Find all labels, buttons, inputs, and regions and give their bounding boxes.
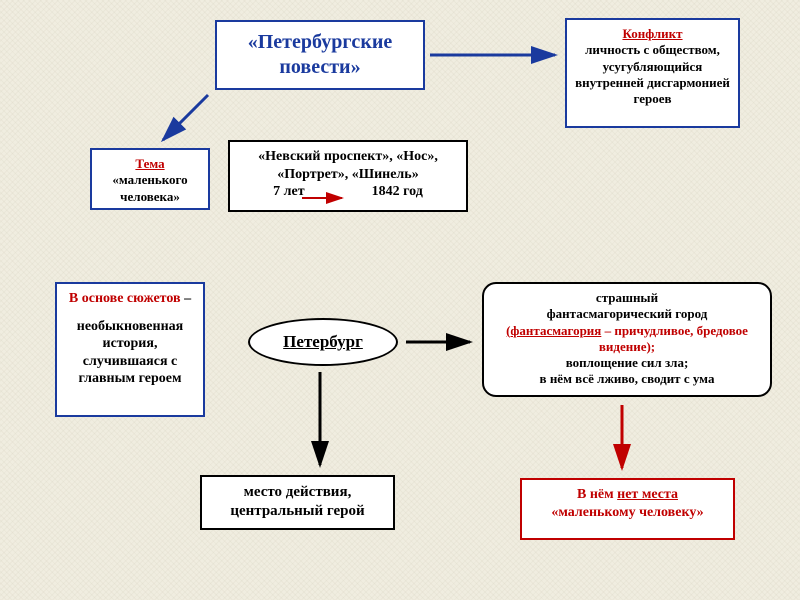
main-title-box: «Петербургские повести»	[215, 20, 425, 90]
city-l3: (фантасмагория – причудливое, бредовое в…	[492, 323, 762, 356]
plot-dash: –	[181, 291, 192, 306]
city-l3a: (фантасмагория	[506, 323, 601, 338]
tema-box: Тема «маленького человека»	[90, 148, 210, 210]
works-l3: 7 лет 1842 год	[238, 183, 458, 201]
plot-box: В основе сюжетов – необыкновенная истори…	[55, 282, 205, 417]
petersburg-oval: Петербург	[248, 318, 398, 366]
place-l1: место действия,	[210, 483, 385, 502]
works-year-1842: 1842 год	[372, 184, 423, 199]
tema-body: «маленького человека»	[100, 172, 200, 205]
main-title-text: «Петербургские повести»	[225, 30, 415, 80]
works-l2: «Портрет», «Шинель»	[238, 166, 458, 184]
place-l2: центральный герой	[210, 502, 385, 521]
place-box: место действия, центральный герой	[200, 475, 395, 530]
noplace-l1b: нет места	[617, 487, 678, 502]
plot-body: необыкновенная история, случившаяся с гл…	[65, 318, 195, 388]
noplace-l2: «маленькому человеку»	[530, 504, 725, 522]
plot-title-line: В основе сюжетов –	[65, 290, 195, 308]
petersburg-text: Петербург	[283, 332, 363, 352]
works-box: «Невский проспект», «Нос», «Портрет», «Ш…	[228, 140, 468, 212]
conflict-body: личность с обществом, усугубляющийся вну…	[575, 42, 730, 107]
noplace-l1: В нём нет места	[530, 486, 725, 504]
plot-title: В основе сюжетов	[69, 291, 181, 306]
conflict-box: Конфликт личность с обществом, усугубляю…	[565, 18, 740, 128]
noplace-l1a: В нём	[577, 487, 617, 502]
works-years: 7 лет	[273, 184, 304, 199]
city-box: страшный фантасмагорический город (фанта…	[482, 282, 772, 397]
city-l1: страшный	[492, 290, 762, 306]
works-l1: «Невский проспект», «Нос»,	[238, 148, 458, 166]
city-l3b: – причудливое, бредовое видение);	[599, 323, 748, 354]
city-l5: в нём всё лживо, сводит с ума	[492, 371, 762, 387]
tema-title: Тема	[100, 156, 200, 172]
city-l2: фантасмагорический город	[492, 306, 762, 322]
conflict-title: Конфликт	[575, 26, 730, 42]
city-l4: воплощение сил зла;	[492, 355, 762, 371]
noplace-box: В нём нет места «маленькому человеку»	[520, 478, 735, 540]
